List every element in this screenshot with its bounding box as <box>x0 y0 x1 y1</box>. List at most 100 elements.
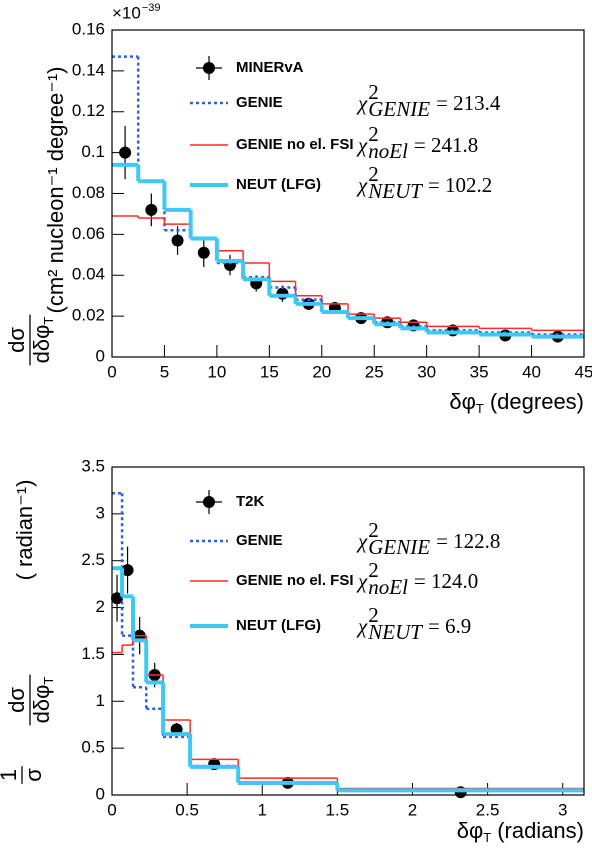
axis-multiplier: ×10 <box>112 3 141 22</box>
y-axis-label-denominator-text: dδφ <box>29 325 54 364</box>
y-axis-label-numerator: 1 <box>0 769 21 781</box>
y-tick-label: 0.14 <box>72 60 105 79</box>
y-tick-label: 0.06 <box>72 224 105 243</box>
legend-label: T2K <box>236 493 265 510</box>
x-tick-label: 2 <box>408 800 417 819</box>
y-tick-label: 3 <box>96 503 105 522</box>
y-axis-label-subscript: T <box>41 317 56 325</box>
x-axis-label-subscript: T <box>476 401 484 416</box>
annotation-symbol: χ <box>356 529 368 553</box>
y-axis-label-units: (cm² nucleon⁻¹ degree⁻¹) <box>43 67 68 314</box>
x-axis-label-symbol: δφ <box>457 818 484 843</box>
y-tick-label: 0.16 <box>72 19 105 38</box>
y-tick-label: 0.04 <box>72 265 105 284</box>
legend-sample <box>203 496 215 508</box>
data-point <box>111 592 124 605</box>
x-tick-label: 1 <box>258 800 267 819</box>
annotation-subscript: GENIE <box>368 97 430 121</box>
data-point <box>197 246 210 259</box>
plot-frame <box>111 466 585 796</box>
y-tick-label: 1 <box>96 691 105 710</box>
x-tick-label: 0 <box>107 362 116 381</box>
x-tick-label: 25 <box>365 362 384 381</box>
y-axis-label-numerator: dσ <box>4 687 29 713</box>
y-tick-label: 2.5 <box>81 550 105 569</box>
y-tick-label: 0.5 <box>81 738 105 757</box>
plot-frame <box>111 29 585 358</box>
legend-sample <box>203 62 215 74</box>
y-axis-label-units-group: (cm² nucleon⁻¹ degree⁻¹) <box>43 67 68 314</box>
annotation-subscript: noEl <box>368 139 408 163</box>
panel: 0 0.5 1 1.5 2 2.5 3 0 0.5 1 1.5 2 2.5 3 3.5 T2K GENIE GEN… <box>0 456 585 846</box>
annotation-superscript: 2 <box>368 518 379 542</box>
x-tick-label: 30 <box>417 362 436 381</box>
y-axis-label-fraction: dσ dδφT <box>4 314 57 366</box>
x-axis-label: δφT (degrees) <box>449 389 584 417</box>
x-tick-label: 0.5 <box>175 800 199 819</box>
y-axis-label-denominator-text: dδφ <box>29 685 54 724</box>
y-tick-label: 0.1 <box>81 142 105 161</box>
annotation-symbol: χ <box>356 173 368 197</box>
y-axis-label-fraction: dσ dδφT <box>4 674 56 726</box>
annotation-symbol: χ <box>356 133 368 157</box>
x-axis-label-units: (radians) <box>497 818 584 843</box>
x-tick-label: 2.5 <box>476 800 500 819</box>
y-axis-label-fraction: 1σ <box>0 766 46 784</box>
y-tick-label: 3.5 <box>81 456 105 475</box>
data-point <box>145 203 158 216</box>
y-axis-label-denominator: σ <box>21 768 46 782</box>
data-point <box>276 287 289 300</box>
legend-label: GENIE no el. FSI <box>236 136 354 153</box>
x-tick-label: 5 <box>160 362 169 381</box>
data-point <box>119 146 132 159</box>
annotation-superscript: 2 <box>368 162 379 186</box>
y-tick-label: 1.5 <box>81 644 105 663</box>
legend-label: GENIE no el. FSI <box>236 572 354 589</box>
annotation-symbol: χ <box>356 614 368 638</box>
x-axis-label-subscript: T <box>483 830 491 845</box>
panel: 0 5 10 15 20 25 30 35 40 45 0 0.02 0.04 0.06 0.08 0.1 0.… <box>4 2 592 417</box>
y-tick-label: 0.02 <box>72 306 105 325</box>
annotation-superscript: 2 <box>368 122 379 146</box>
y-tick-label: 0 <box>96 784 105 803</box>
annotation-text: = 122.8 <box>436 529 500 553</box>
data-point <box>121 564 134 577</box>
x-axis-label-symbol: δφ <box>449 389 476 414</box>
y-axis-label-units-group: ( radian⁻¹) <box>12 480 37 581</box>
annotation-superscript: 2 <box>368 80 379 104</box>
legend-label: NEUT (LFG) <box>236 617 321 634</box>
annotation-symbol: χ <box>356 91 368 115</box>
y-tick-label: 0.08 <box>72 183 105 202</box>
annotation-superscript: 2 <box>368 603 379 627</box>
y-axis-label-denominator-text: σ <box>21 768 46 782</box>
y-axis-label-units: ( radian⁻¹) <box>12 480 37 581</box>
x-tick-label: 15 <box>260 362 279 381</box>
x-tick-label: 35 <box>470 362 489 381</box>
y-axis-label-denominator: dδφT <box>29 317 57 364</box>
y-tick-label: 2 <box>96 597 105 616</box>
annotation-text: = 102.2 <box>428 173 492 197</box>
legend-label: MINERvA <box>236 59 304 76</box>
annotation-superscript: 2 <box>368 558 379 582</box>
x-tick-label: 1.5 <box>326 800 350 819</box>
axis-multiplier-exponent: −39 <box>142 2 161 14</box>
annotation-subscript: GENIE <box>368 535 430 559</box>
x-tick-label: 0 <box>107 800 116 819</box>
annotation-text: = 241.8 <box>414 133 478 157</box>
x-tick-label: 45 <box>575 362 592 381</box>
legend-label: NEUT (LFG) <box>236 176 321 193</box>
legend-label: GENIE <box>236 532 283 549</box>
annotation-text: = 6.9 <box>428 614 471 638</box>
y-tick-label: 0.12 <box>72 101 105 120</box>
x-axis-label: δφT (radians) <box>457 818 584 846</box>
annotation-symbol: χ <box>356 569 368 593</box>
annotation-text: = 124.0 <box>414 569 478 593</box>
x-tick-label: 10 <box>207 362 226 381</box>
annotation-subscript: noEl <box>368 575 408 599</box>
x-axis-label-units: (degrees) <box>490 389 584 414</box>
y-axis-label-subscript: T <box>41 677 56 685</box>
x-tick-label: 20 <box>312 362 331 381</box>
y-axis-label-numerator: dσ <box>4 327 29 353</box>
